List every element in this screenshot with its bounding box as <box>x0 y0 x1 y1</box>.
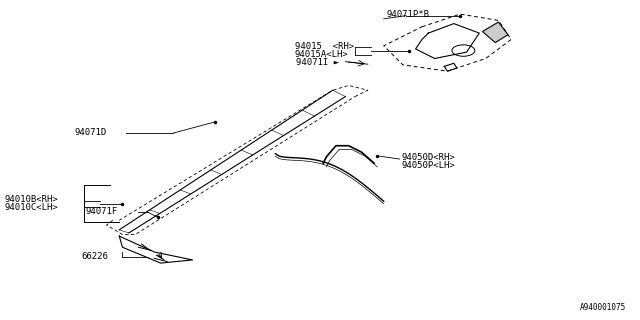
Text: 94071D: 94071D <box>75 128 107 137</box>
Text: 94071P*B: 94071P*B <box>387 10 430 19</box>
Text: 94010B<RH>: 94010B<RH> <box>4 195 58 204</box>
Text: A940001075: A940001075 <box>580 303 626 312</box>
Text: 94071F: 94071F <box>86 207 118 216</box>
Text: 94050P<LH>: 94050P<LH> <box>401 161 455 170</box>
Text: 94071I ►: 94071I ► <box>296 58 339 67</box>
Text: 94010C<LH>: 94010C<LH> <box>4 203 58 212</box>
Polygon shape <box>483 22 508 43</box>
Text: 66226: 66226 <box>81 252 108 260</box>
Text: 94015A<LH>: 94015A<LH> <box>294 50 348 59</box>
Text: 94015  <RH>: 94015 <RH> <box>294 42 354 51</box>
Text: 94050D<RH>: 94050D<RH> <box>401 153 455 162</box>
